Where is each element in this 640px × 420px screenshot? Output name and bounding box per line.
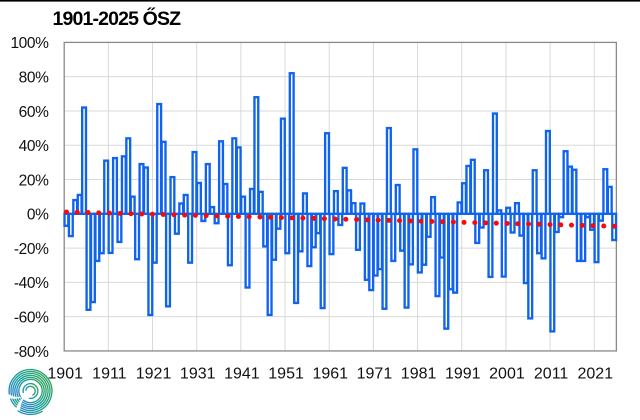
svg-text:-80%: -80% — [14, 344, 49, 361]
svg-text:-60%: -60% — [14, 310, 49, 327]
svg-text:2001: 2001 — [489, 366, 525, 383]
svg-text:-20%: -20% — [14, 241, 49, 258]
svg-text:1921: 1921 — [136, 366, 172, 383]
svg-text:1961: 1961 — [312, 366, 348, 383]
svg-text:1941: 1941 — [224, 366, 260, 383]
svg-text:80%: 80% — [19, 69, 49, 86]
svg-text:1901-2025 ŐSZ: 1901-2025 ŐSZ — [53, 7, 182, 30]
svg-text:1951: 1951 — [268, 366, 304, 383]
svg-text:1901: 1901 — [47, 366, 83, 383]
svg-text:1911: 1911 — [92, 366, 127, 383]
svg-text:1981: 1981 — [401, 366, 437, 383]
svg-text:1931: 1931 — [180, 366, 216, 383]
svg-text:100%: 100% — [10, 35, 49, 52]
svg-text:1971: 1971 — [357, 366, 393, 383]
svg-text:40%: 40% — [19, 138, 49, 155]
svg-text:20%: 20% — [19, 172, 49, 189]
svg-text:1991: 1991 — [445, 366, 481, 383]
svg-text:-40%: -40% — [14, 275, 49, 292]
svg-text:60%: 60% — [19, 104, 49, 121]
svg-text:2021: 2021 — [578, 366, 614, 383]
svg-text:0%: 0% — [27, 207, 49, 224]
svg-text:2011: 2011 — [534, 366, 569, 383]
